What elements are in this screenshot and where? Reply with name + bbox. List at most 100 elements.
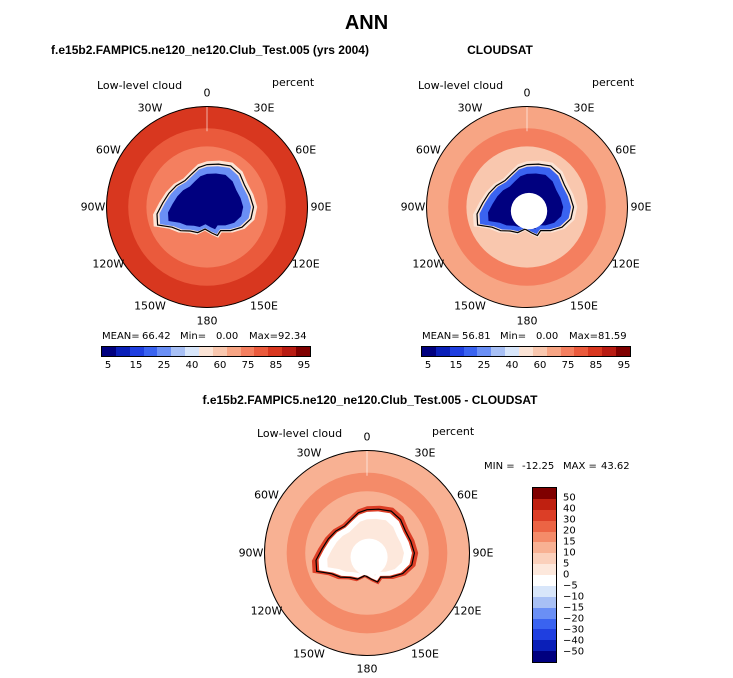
lon-label: 30W: [457, 101, 483, 115]
lon-label: 30E: [253, 101, 275, 115]
panel-obs-mean-value: 56.81: [462, 331, 491, 342]
colorbar-swatch: [199, 347, 213, 356]
colorbar-tick-label: 30: [563, 514, 576, 526]
lon-label: 30E: [573, 101, 595, 115]
colorbar-tick-label: −50: [563, 646, 585, 658]
colorbar-swatch: [240, 347, 255, 356]
lon-label: 150W: [293, 647, 325, 660]
colorbar-swatch: [533, 542, 556, 554]
lon-label: 120E: [611, 257, 640, 271]
lon-label: 30W: [137, 101, 163, 115]
main-title: ANN: [344, 12, 389, 34]
colorbar-swatch: [574, 347, 589, 356]
colorbar-swatch: [588, 347, 603, 356]
colorbar-tick-label: 95: [297, 360, 311, 371]
colorbar-swatch: [533, 509, 556, 521]
colorbar-tick-label: 95: [617, 360, 631, 371]
map-border: [264, 450, 470, 656]
lon-label: 90E: [310, 200, 332, 214]
panel-obs-variable-label: Low-level cloud: [418, 79, 504, 92]
panel-diff-max-value: 43.62: [601, 461, 630, 472]
colorbar-tick-label: −10: [563, 591, 585, 603]
colorbar-swatch: [533, 607, 556, 619]
colorbar-swatch: [254, 347, 269, 356]
colorbar-swatch: [546, 347, 561, 356]
panel-diff-map: [264, 450, 470, 656]
colorbar-swatch: [157, 347, 172, 356]
panel-model-min-label: Min=: [180, 331, 207, 342]
polar-no-data-hole: [510, 192, 548, 230]
lon-label: 0: [523, 86, 531, 100]
colorbar-swatch: [185, 347, 200, 356]
colorbar-tick-label: 60: [533, 360, 547, 371]
lon-label: 180: [196, 314, 218, 328]
panel-obs-max-label: Max=: [569, 331, 599, 342]
colorbar-swatch: [491, 347, 506, 356]
colorbar-swatch: [560, 347, 575, 356]
colorbar-swatch: [616, 347, 630, 356]
colorbar-swatch: [533, 520, 556, 532]
colorbar-tick-label: −15: [563, 602, 585, 614]
colorbar-swatch: [533, 640, 556, 652]
colorbar-swatch: [533, 564, 556, 575]
lon-label: 90E: [472, 546, 494, 560]
colorbar-swatch: [463, 347, 478, 356]
colorbar-tick-label: 85: [589, 360, 603, 371]
antarctica-coastline: [156, 163, 255, 237]
panel-model-max-label: Max=: [249, 331, 279, 342]
colorbar-swatch: [532, 347, 547, 356]
panel-obs-colorbar: [421, 346, 631, 357]
lon-label: 90W: [400, 200, 426, 214]
lon-label: 150W: [134, 299, 166, 313]
panel-model-colorbar: [101, 346, 311, 357]
colorbar-tick-label: 40: [563, 503, 576, 515]
lon-label: 90W: [80, 200, 106, 214]
colorbar-tick-label: 60: [213, 360, 227, 371]
panel-diff-variable-label: Low-level cloud: [257, 427, 343, 440]
colorbar-tick-label: 10: [563, 547, 576, 559]
lon-label: 60E: [457, 488, 478, 502]
colorbar-swatch: [602, 347, 617, 356]
colorbar-tick-label: 5: [563, 558, 570, 570]
panel-model-variable-label: Low-level cloud: [97, 79, 183, 92]
panel-obs-title: CLOUDSAT: [467, 43, 533, 57]
colorbar-swatch: [505, 347, 520, 356]
lon-label: 60W: [254, 488, 279, 502]
colorbar-tick-label: 25: [157, 360, 171, 371]
colorbar-tick-label: 25: [477, 360, 491, 371]
colorbar-swatch: [171, 347, 186, 356]
panel-model-units-label: percent: [272, 76, 315, 89]
colorbar-tick-label: −40: [563, 635, 585, 647]
antarctica-coastline: [476, 163, 575, 237]
panel-diff-max-label: MAX =: [563, 461, 597, 472]
colorbar-swatch: [143, 347, 158, 356]
colorbar-swatch: [533, 531, 556, 543]
colorbar-swatch: [477, 347, 492, 356]
lon-label: 30W: [296, 446, 322, 459]
lon-label: 60E: [615, 143, 637, 157]
colorbar-swatch: [533, 488, 556, 499]
colorbar-tick-label: 40: [185, 360, 199, 371]
colorbar-tick-label: 40: [505, 360, 519, 371]
map-border: [426, 106, 628, 308]
panel-model-map: [106, 106, 308, 308]
map-border: [106, 106, 308, 308]
colorbar-swatch: [449, 347, 464, 356]
panel-diff-title: f.e15b2.FAMPIC5.ne120_ne120.Club_Test.00…: [202, 393, 538, 407]
colorbar-tick-label: 50: [563, 492, 576, 504]
lon-label: 90W: [238, 546, 264, 560]
colorbar-tick-label: 75: [241, 360, 255, 371]
colorbar-swatch: [533, 553, 556, 565]
colorbar-tick-label: 85: [269, 360, 283, 371]
panel-model-title: f.e15b2.FAMPIC5.ne120_ne120.Club_Test.00…: [51, 43, 369, 57]
colorbar-swatch: [422, 347, 436, 356]
lon-label: 150E: [570, 299, 598, 313]
colorbar-tick-label: −5: [563, 580, 578, 592]
colorbar-swatch: [129, 347, 144, 356]
lon-label: 60E: [295, 143, 317, 157]
colorbar-swatch: [296, 347, 310, 356]
panel-diff-colorbar: [532, 487, 557, 663]
panel-obs-min-label: Min=: [500, 331, 527, 342]
lon-label: 150W: [454, 299, 486, 313]
lon-label: 150E: [250, 299, 278, 313]
